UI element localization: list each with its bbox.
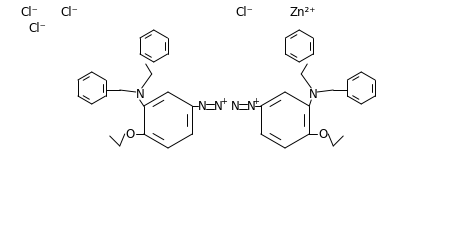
Text: Cl⁻: Cl⁻: [20, 6, 38, 20]
Text: N: N: [309, 88, 318, 100]
Text: N: N: [214, 99, 222, 113]
Text: +: +: [252, 96, 259, 105]
Text: O: O: [125, 127, 135, 141]
Text: O: O: [318, 127, 328, 141]
Text: N: N: [246, 99, 255, 113]
Text: N: N: [135, 88, 144, 100]
Text: Zn²⁺: Zn²⁺: [290, 6, 316, 20]
Text: Cl⁻: Cl⁻: [60, 6, 78, 20]
Text: Cl⁻: Cl⁻: [235, 6, 253, 20]
Text: N: N: [231, 99, 239, 113]
Text: N: N: [198, 99, 207, 113]
Text: Cl⁻: Cl⁻: [28, 22, 46, 34]
Text: +: +: [220, 96, 226, 105]
